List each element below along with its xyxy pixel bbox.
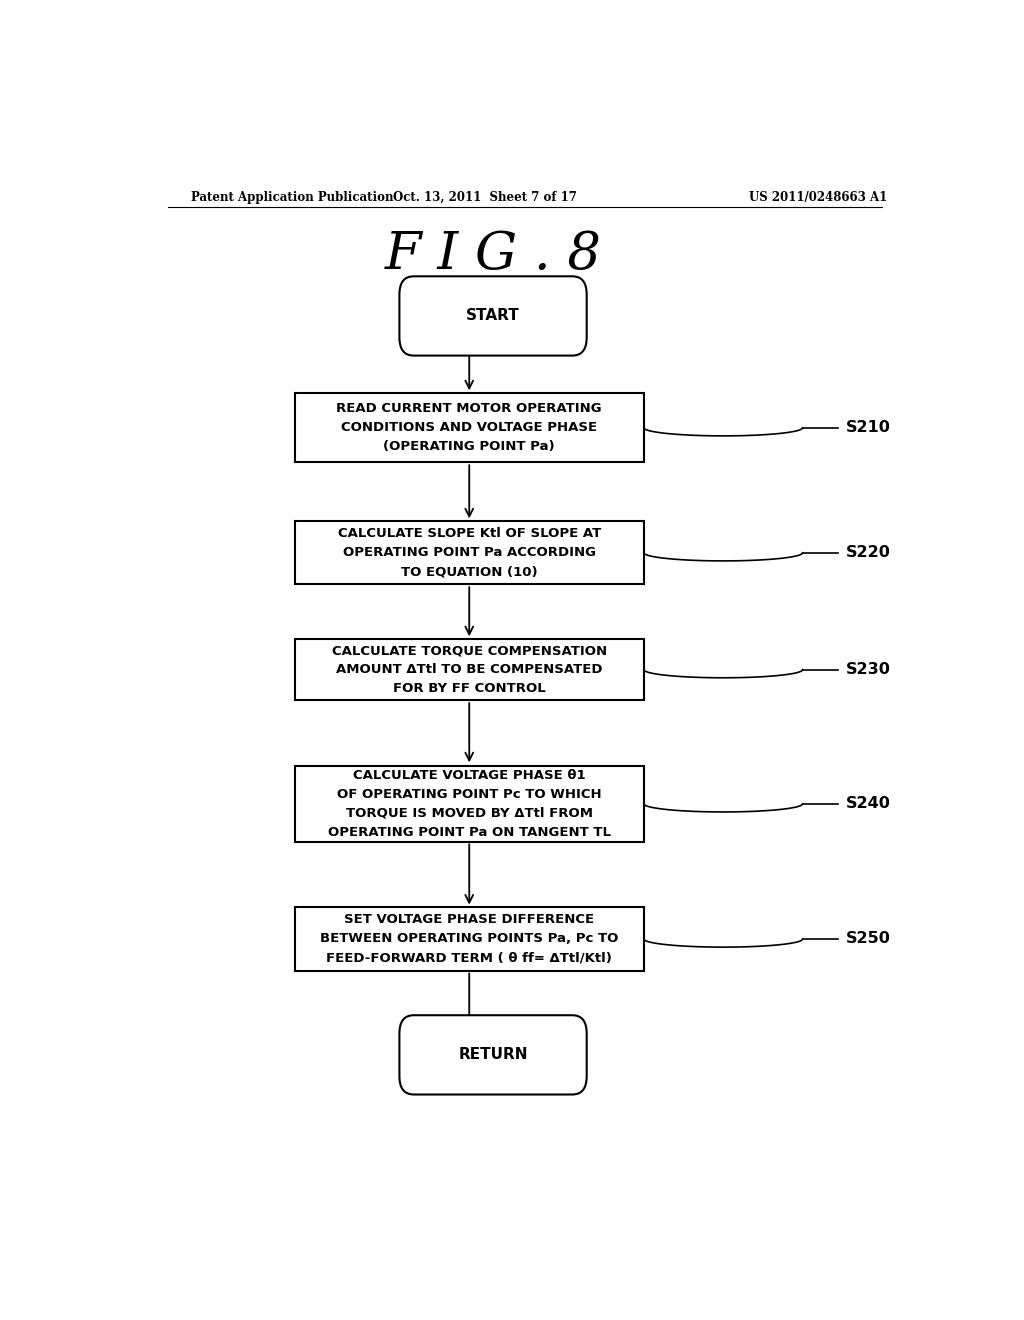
FancyBboxPatch shape	[399, 1015, 587, 1094]
Text: S210: S210	[846, 420, 891, 436]
Text: CALCULATE VOLTAGE PHASE θ1
OF OPERATING POINT Pc TO WHICH
TORQUE IS MOVED BY ΔTt: CALCULATE VOLTAGE PHASE θ1 OF OPERATING …	[328, 768, 610, 838]
Text: S220: S220	[846, 545, 891, 560]
Bar	[295, 639, 644, 700]
Text: READ CURRENT MOTOR OPERATING
CONDITIONS AND VOLTAGE PHASE
(OPERATING POINT Pa): READ CURRENT MOTOR OPERATING CONDITIONS …	[337, 403, 602, 453]
FancyBboxPatch shape	[399, 276, 587, 355]
Bar	[295, 393, 644, 462]
Text: RETURN: RETURN	[459, 1047, 527, 1063]
Text: CALCULATE TORQUE COMPENSATION
AMOUNT ΔTtl TO BE COMPENSATED
FOR BY FF CONTROL: CALCULATE TORQUE COMPENSATION AMOUNT ΔTt…	[332, 644, 607, 696]
Text: Oct. 13, 2011  Sheet 7 of 17: Oct. 13, 2011 Sheet 7 of 17	[393, 190, 578, 203]
Text: SET VOLTAGE PHASE DIFFERENCE
BETWEEN OPERATING POINTS Pa, Pc TO
FEED-FORWARD TER: SET VOLTAGE PHASE DIFFERENCE BETWEEN OPE…	[321, 913, 618, 965]
Text: START: START	[466, 309, 520, 323]
Text: S250: S250	[846, 932, 891, 946]
Text: CALCULATE SLOPE Ktl OF SLOPE AT
OPERATING POINT Pa ACCORDING
TO EQUATION (10): CALCULATE SLOPE Ktl OF SLOPE AT OPERATIN…	[338, 527, 601, 578]
Text: Patent Application Publication: Patent Application Publication	[191, 190, 394, 203]
Bar	[295, 521, 644, 585]
Bar	[295, 907, 644, 970]
Text: F I G . 8: F I G . 8	[385, 230, 601, 280]
Text: US 2011/0248663 A1: US 2011/0248663 A1	[750, 190, 888, 203]
Text: S230: S230	[846, 663, 891, 677]
Text: S240: S240	[846, 796, 891, 812]
Bar	[295, 766, 644, 842]
